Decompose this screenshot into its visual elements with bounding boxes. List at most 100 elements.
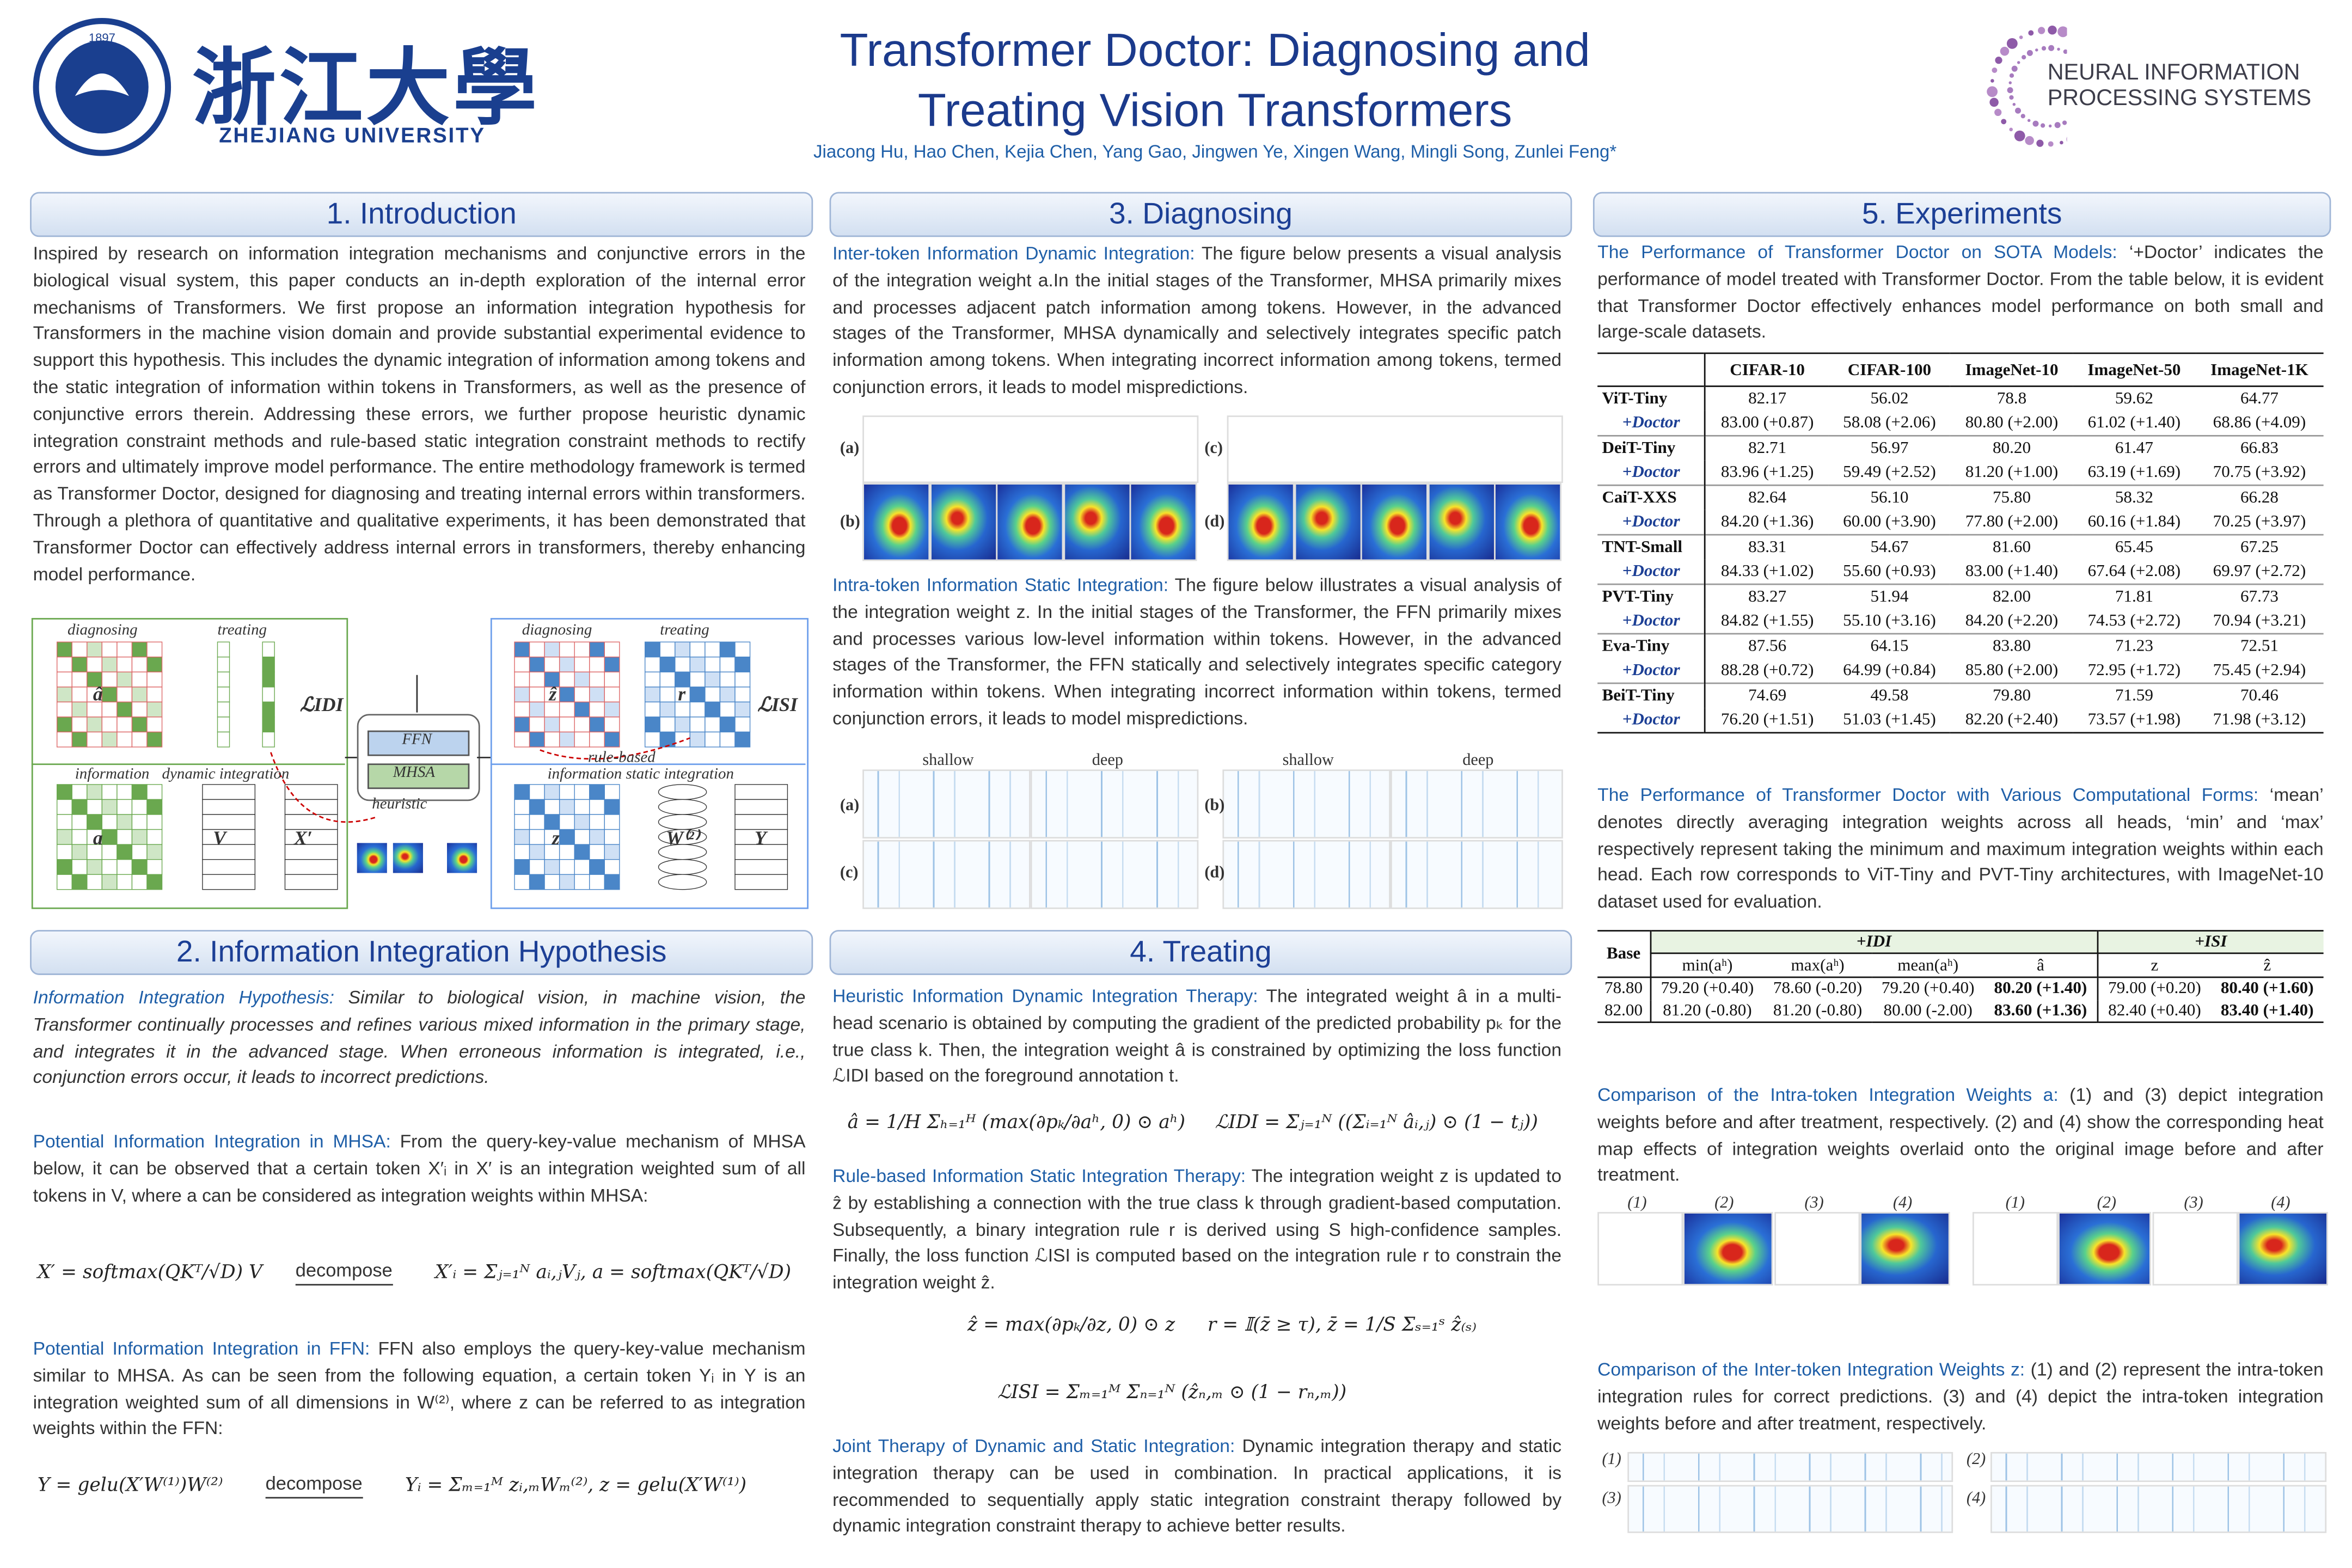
doctor-cell: +Doctor (1597, 411, 1706, 436)
paragraph: Comparison of the Inter-token Integratio… (1597, 1357, 2323, 1437)
university-en: ZHEJIANG UNIVERSITY (219, 122, 486, 147)
decompose: decompose (295, 1260, 393, 1286)
cell: 81.60 (1992, 538, 2031, 557)
heatmap (1294, 483, 1362, 561)
figure-label: a (93, 826, 103, 849)
shape (1987, 86, 1998, 97)
figure-label: (d) (1204, 513, 1225, 531)
title: Transformer Doctor: Diagnosing and Treat… (630, 21, 1800, 141)
figure-label: (a) (840, 439, 860, 458)
neurips-line: NEURAL INFORMATION (2047, 60, 2300, 86)
figure-label: information static integration (547, 766, 734, 783)
paragraph: Joint Therapy of Dynamic and Static Inte… (832, 1434, 1561, 1541)
intro-text: Inspired by research on information inte… (33, 243, 806, 585)
row: 82.00 81.20 (-0.80) 81.20 (-0.80) 80.00 (-2… (1597, 1000, 2323, 1022)
body: Dynamic integration therapy and static i… (832, 1435, 1562, 1537)
figure-label: (b) (1204, 796, 1225, 815)
weight-map (1390, 840, 1563, 909)
shape (2022, 54, 2026, 60)
row: +Doctor 83.96 (+1.25) 59.49 (+2.52) 81.20 (… (1597, 460, 2323, 486)
row: CaiT-XXS 82.64 56.10 75.80 58.32 66.28 (1597, 485, 2324, 510)
cell: 74.53 (+2.72) (2087, 612, 2181, 630)
cell: 51.03 (+1.45) (1843, 710, 1936, 729)
group-row: Base +IDI +ISI (1597, 930, 2324, 978)
cell: 55.10 (+3.16) (1843, 612, 1936, 630)
shape (2057, 47, 2060, 51)
row: ViT-Tiny 82.17 56.02 78.8 59.62 64.77 (1597, 386, 2323, 411)
cell: 72.95 (+1.72) (2087, 661, 2181, 680)
figure-label: ẑ (549, 682, 557, 705)
weight-map (1222, 840, 1391, 909)
shape (2066, 137, 2067, 142)
figure-label: (2) (1966, 1450, 1986, 1469)
shape (1995, 57, 2002, 64)
heatmap (1494, 483, 1563, 561)
lead: The Performance of Transformer Doctor wi… (1597, 784, 2259, 806)
header-cell: ẑ (2263, 956, 2271, 975)
forms-table: Base +IDI +ISI min(aʰ) max(aʰ) mean(aʰ) â z ẑ 78.… (1597, 930, 2324, 1023)
weight-map (1972, 1212, 2058, 1286)
cell: 81.20 (-0.80) (1773, 1001, 1863, 1020)
body: The integration weight z is updated to ẑ… (832, 1165, 1562, 1294)
shape (2001, 119, 2007, 125)
shape (2008, 81, 2012, 84)
seal: 1897 (33, 18, 171, 156)
cell: 83.60 (+1.36) (1984, 1000, 2099, 1022)
shape (2048, 141, 2054, 147)
cell: 69.97 (+2.72) (2213, 562, 2306, 581)
cell: 79.20 (+0.40) (1661, 979, 1754, 998)
model-cell: ViT-Tiny (1597, 386, 1706, 411)
cell: 55.60 (+0.93) (1843, 562, 1936, 581)
cell: 68.86 (+4.09) (2213, 414, 2306, 432)
figure-label: r (678, 682, 686, 705)
paragraph: Information Integration Hypothesis: Simi… (33, 985, 806, 1092)
cell: 70.75 (+3.92) (2213, 463, 2306, 482)
title-line: Treating Vision Transformers (917, 84, 1512, 137)
heatmap (2057, 1212, 2151, 1286)
shape (2057, 26, 2067, 38)
cell: 83.31 (1748, 538, 1787, 557)
section-heading: 2. Information Integration Hypothesis (30, 930, 813, 975)
decompose: decompose (265, 1473, 363, 1499)
thumbnail (393, 843, 423, 873)
lead: Comparison of the Inter-token Integratio… (1597, 1359, 2025, 1380)
shape (2054, 122, 2061, 128)
figure-label: (d) (1204, 863, 1225, 882)
paragraph: Comparison of the Intra-token Integratio… (1597, 1083, 2323, 1190)
cell: 83.00 (+1.40) (1965, 562, 2059, 581)
university-cn: 浙江大學 (192, 39, 540, 138)
weight-map (1222, 769, 1391, 839)
cell: 66.28 (2240, 489, 2278, 507)
figure-label: treating (217, 622, 267, 639)
row: +Doctor 84.33 (+1.02) 55.60 (+0.93) 83.00 (… (1597, 559, 2323, 585)
authors: Jiacong Hu, Hao Chen, Kejia Chen, Yang G… (813, 140, 1617, 162)
cell: 71.81 (2115, 587, 2153, 607)
figure-label: shallow (922, 751, 974, 770)
heatmap (1227, 483, 1295, 561)
header-cell: CIFAR-100 (1847, 360, 1932, 379)
figure-label: (4) (1966, 1489, 1986, 1508)
shape (2060, 140, 2063, 145)
shape (1989, 97, 1999, 107)
figure-label: shallow (1282, 751, 1334, 770)
weight-map (1774, 1212, 1860, 1286)
figure-label: V (213, 826, 226, 849)
cell: 65.45 (2115, 538, 2153, 557)
attention-map (1227, 415, 1563, 483)
row: BeiT-Tiny 74.69 49.58 79.80 71.59 70.46 (1597, 683, 2324, 708)
paragraph: Intra-token Information Static Integrati… (832, 573, 1561, 733)
shape (2048, 45, 2055, 51)
shape (2040, 123, 2045, 128)
figure-label: â (93, 682, 103, 705)
body: (1) and (3) depict integration weights b… (1597, 1084, 2324, 1186)
figure-label: (4) (1892, 1194, 1913, 1212)
shape (1992, 68, 1998, 73)
paragraph: Potential Information Integration in FFN… (33, 1337, 806, 1443)
figure-label: deep (1462, 751, 1494, 770)
shape (2009, 73, 2014, 78)
paragraph: Potential Information Integration in MHS… (33, 1130, 806, 1210)
body: The figure below illustrates a visual an… (832, 574, 1562, 729)
heatmap (862, 483, 930, 561)
thumbnail (447, 843, 477, 873)
